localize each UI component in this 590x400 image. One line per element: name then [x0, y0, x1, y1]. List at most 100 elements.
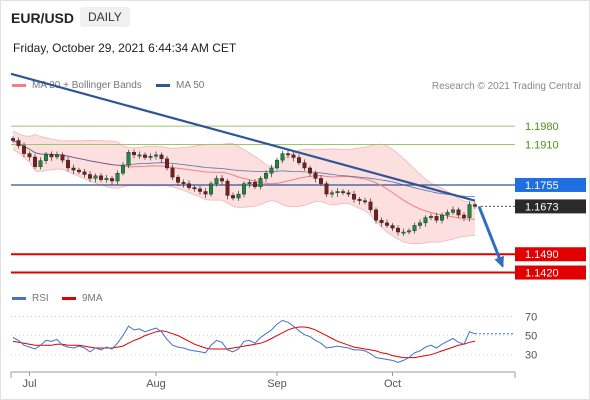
candle-body: [313, 172, 318, 179]
candle-body: [44, 154, 49, 161]
candle-body: [197, 188, 202, 192]
candle-body: [203, 191, 208, 195]
resistance-label: 1.1980: [525, 121, 559, 133]
research-credit: Research © 2021 Trading Central: [431, 81, 581, 92]
pivot-label: 1.1755: [525, 180, 559, 192]
candle-body: [423, 217, 428, 224]
x-tick-label: Jul: [22, 378, 36, 390]
rsi-tick-label: 30: [525, 350, 537, 362]
candle-body: [153, 154, 158, 157]
candle-body: [467, 204, 472, 218]
candle-body: [225, 180, 230, 196]
candle-body: [82, 171, 87, 175]
candle-body: [297, 157, 302, 163]
candle-body: [346, 192, 351, 195]
candle-body: [192, 187, 197, 190]
report-datetime: Friday, October 29, 2021 6:44:34 AM CET: [13, 41, 237, 55]
support-label-box: [515, 265, 586, 280]
pivot-label-box: [515, 177, 586, 192]
candle-body: [456, 209, 461, 216]
price-levels: 1.1980 1.1910 1.1755 1.1673 1.1490 1.1420: [11, 121, 586, 280]
last-price-label: 1.1673: [525, 201, 559, 213]
candle-body: [401, 231, 406, 234]
legend-9ma: 9MA: [62, 293, 103, 304]
candle-body: [258, 178, 263, 187]
candle-body: [379, 220, 384, 224]
candle-body: [374, 209, 379, 221]
candle-body: [291, 154, 296, 158]
candle-body: [181, 182, 186, 184]
ma50-swatch: [156, 84, 170, 87]
candle-body: [252, 182, 257, 187]
candle-body: [137, 154, 142, 157]
candle-body: [219, 178, 224, 182]
candle-body: [175, 176, 180, 183]
rsi-tick-label: 70: [525, 312, 537, 324]
candle-body: [131, 152, 136, 156]
candle-body: [330, 192, 335, 195]
resistance-label: 1.1910: [525, 139, 559, 151]
rsi-panel: 70 50 30: [11, 312, 537, 363]
candle-body: [109, 178, 114, 182]
candle-body: [10, 138, 15, 141]
candle-body: [269, 167, 274, 174]
bollinger-upper-line: [12, 130, 476, 204]
candle-body: [148, 156, 153, 158]
candle-body: [363, 200, 368, 203]
support-label-box: [515, 247, 586, 262]
last-price-box: [515, 199, 586, 214]
candle-body: [22, 145, 27, 154]
candle-body: [275, 159, 280, 169]
ma20-swatch: [12, 84, 26, 87]
candle-body: [159, 154, 164, 160]
timeframe-badge[interactable]: DAILY: [80, 7, 130, 27]
candle-body: [341, 191, 346, 194]
x-tick-label: Oct: [384, 378, 401, 390]
candles: [10, 136, 478, 236]
candle-body: [451, 209, 456, 213]
legend-ma20: MA 20 + Bollinger Bands: [12, 80, 142, 91]
candle-body: [319, 178, 324, 184]
candle-body: [142, 154, 147, 158]
candle-body: [16, 140, 21, 146]
rsi-line: [12, 319, 476, 363]
candle-body: [247, 182, 252, 184]
candle-body: [93, 175, 98, 179]
candle-body: [473, 204, 478, 207]
trendline: [10, 72, 476, 202]
candle-body: [27, 153, 32, 158]
support-label: 1.1490: [525, 249, 559, 261]
ma50-label: MA 50: [176, 80, 205, 91]
forecast-arrow-head: [494, 255, 504, 268]
candle-body: [429, 216, 434, 218]
candle-body: [208, 183, 213, 195]
rsi-tick-label: 50: [525, 331, 537, 343]
candle-body: [440, 214, 445, 221]
candle-body: [412, 225, 417, 231]
candle-body: [49, 154, 54, 158]
candle-body: [445, 212, 450, 216]
candle-body: [65, 159, 70, 169]
candle-body: [71, 167, 76, 171]
rsi-label: RSI: [32, 293, 49, 304]
candle-body: [33, 156, 38, 167]
legend-rsi: RSI: [12, 293, 49, 304]
candle-body: [357, 199, 362, 201]
candle-body: [396, 227, 401, 233]
ma50-line: [12, 140, 476, 198]
candle-body: [335, 191, 340, 194]
candle-body: [87, 174, 92, 179]
candle-body: [418, 222, 423, 226]
x-tick-label: Sep: [267, 378, 287, 390]
candle-body: [352, 193, 357, 200]
candle-body: [368, 201, 373, 210]
instrument-title: EUR/USD: [11, 10, 75, 26]
ma20-label: MA 20 + Bollinger Bands: [32, 80, 142, 91]
ma9-swatch: [62, 297, 76, 300]
candle-body: [286, 153, 291, 156]
candle-body: [324, 183, 329, 195]
forecast-arrow-shaft: [477, 205, 504, 267]
candle-body: [76, 169, 81, 173]
candle-body: [302, 162, 307, 169]
